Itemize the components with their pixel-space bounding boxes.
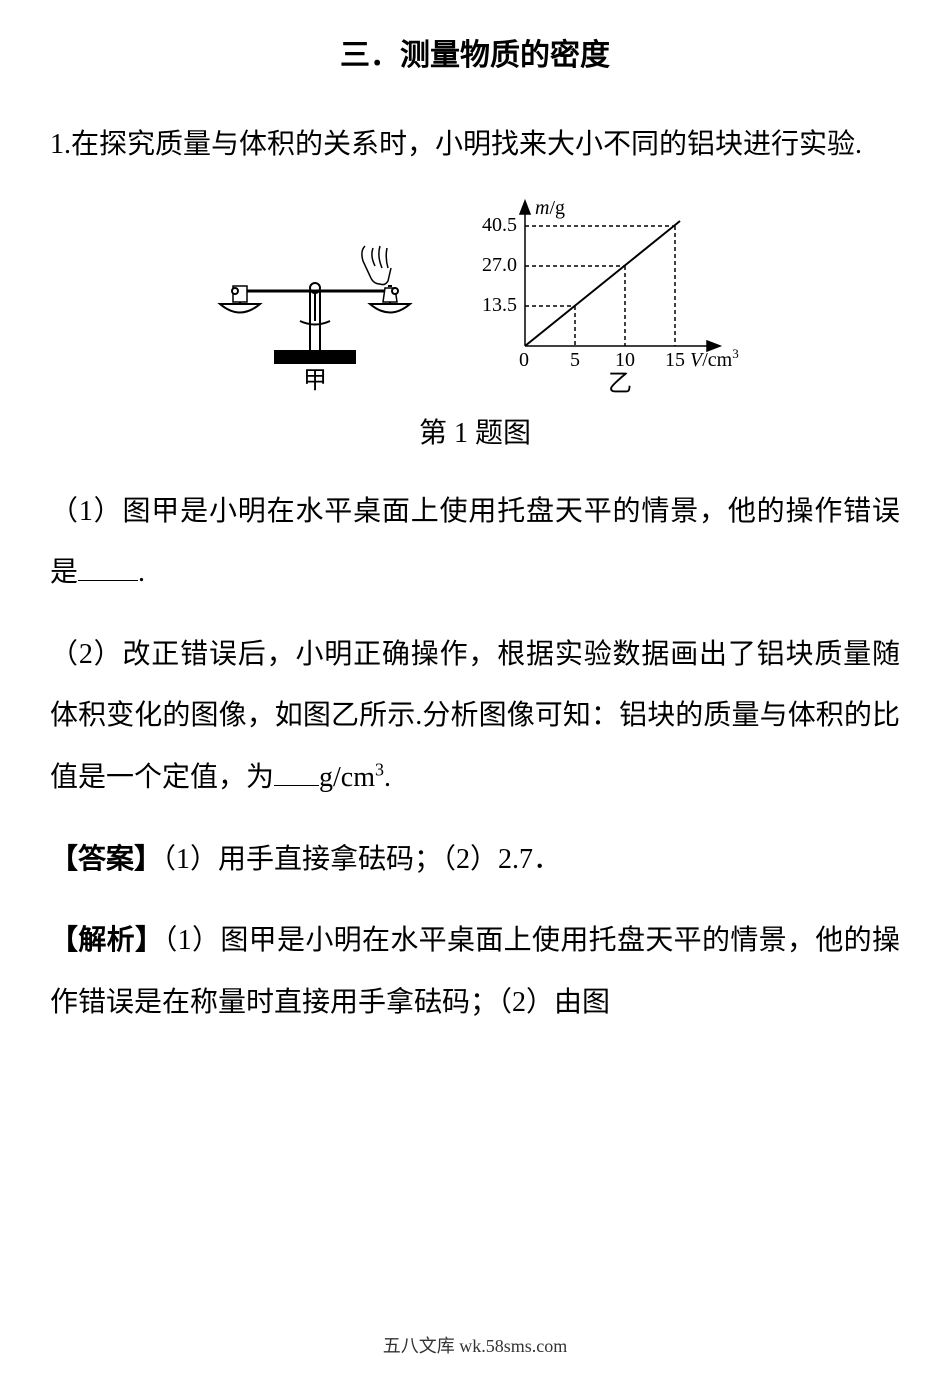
section-title: 三．测量物质的密度 xyxy=(50,30,900,74)
y-tick-1: 27.0 xyxy=(482,254,517,276)
blank-1 xyxy=(78,553,138,581)
question-part1: （1）图甲是小明在水平桌面上使用托盘天平的情景，他的操作错误是. xyxy=(50,481,900,604)
footer-text: 五八文库 wk.58sms.com xyxy=(50,1332,900,1358)
figures-container: 甲 13.5 27.0 40.5 0 5 10 15 m/g xyxy=(50,196,900,396)
answer-block: 【答案】（1）用手直接拿砝码；（2）2.7． xyxy=(50,829,900,891)
part2-post: . xyxy=(384,762,391,793)
label-yi: 乙 xyxy=(608,371,632,396)
part2-unit: g/cm xyxy=(319,762,375,793)
part2-exp: 3 xyxy=(375,760,384,780)
analysis-block: 【解析】（1）图甲是小明在水平桌面上使用托盘天平的情景，他的操作错误是在称量时直… xyxy=(50,910,900,1033)
part2-text: （2）改正错误后，小明正确操作，根据实验数据画出了铝块质量随体积变化的图像，如图… xyxy=(50,639,900,793)
y-tick-0: 13.5 xyxy=(482,294,517,316)
answer-label: 【答案】 xyxy=(50,844,162,875)
origin-label: 0 xyxy=(519,349,529,371)
answer-part2: （2）2.7． xyxy=(442,844,561,875)
question-intro: 1.在探究质量与体积的关系时，小明找来大小不同的铝块进行实验. xyxy=(50,114,900,176)
x-tick-0: 5 xyxy=(570,349,580,371)
x-tick-1: 10 xyxy=(615,349,635,371)
part1-post: . xyxy=(138,557,145,588)
blank-2 xyxy=(274,758,319,786)
question-part2: （2）改正错误后，小明正确操作，根据实验数据画出了铝块质量随体积变化的图像，如图… xyxy=(50,624,900,809)
answer-part1: （1）用手直接拿砝码； xyxy=(162,844,442,875)
figure-caption: 第 1 题图 xyxy=(50,411,900,451)
part1-text: （1）图甲是小明在水平桌面上使用托盘天平的情景，他的操作错误是 xyxy=(50,496,900,589)
analysis-text: （1）图甲是小明在水平桌面上使用托盘天平的情景，他的操作错误是在称量时直接用手拿… xyxy=(50,925,900,1018)
x-axis-label: V/cm3 xyxy=(690,346,739,371)
x-tick-2: 15 xyxy=(665,349,685,371)
label-jia: 甲 xyxy=(303,368,327,394)
y-axis-label: m/g xyxy=(535,197,565,219)
y-tick-2: 40.5 xyxy=(482,214,517,236)
balance-figure: 甲 xyxy=(205,216,425,396)
chart-figure: 13.5 27.0 40.5 0 5 10 15 m/g V/cm3 乙 xyxy=(465,196,745,396)
analysis-label: 【解析】 xyxy=(50,925,163,956)
